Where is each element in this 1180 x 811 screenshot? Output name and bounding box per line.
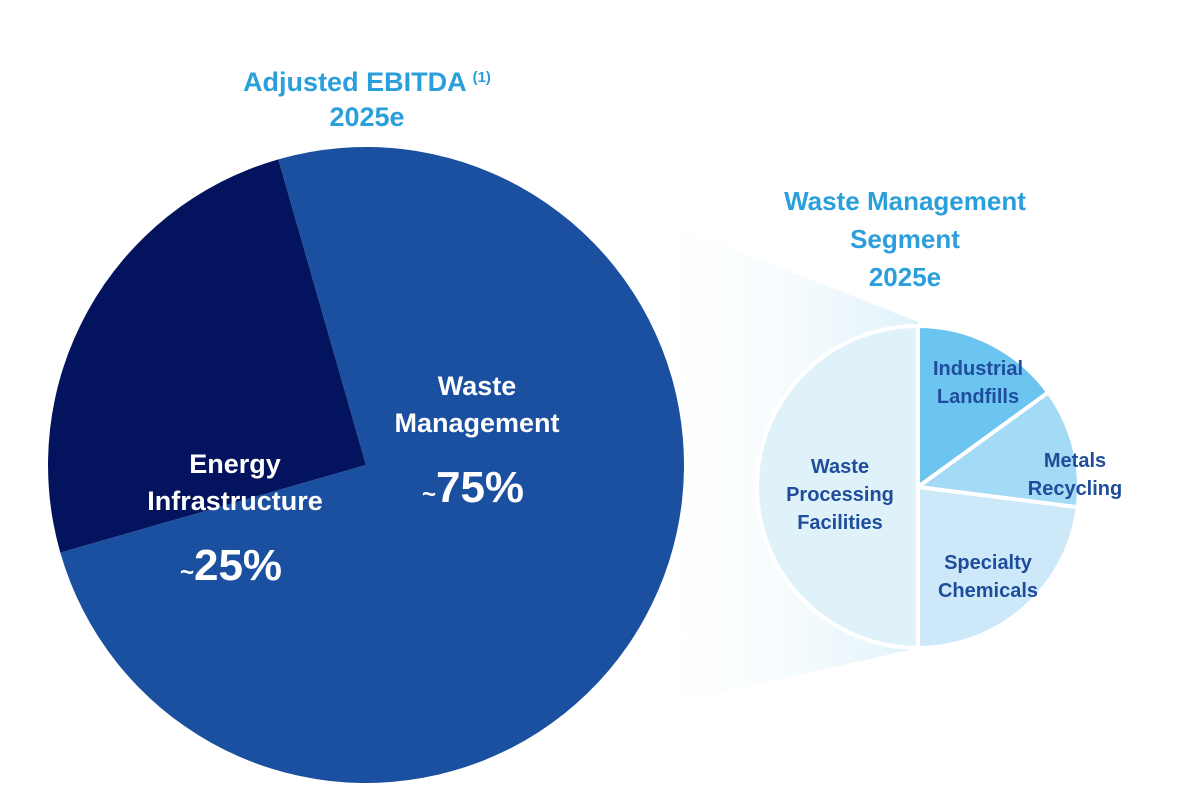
sub-slice-label-waste-processing-facilities-line3: Facilities [797, 512, 883, 534]
slice-value-waste-management: ~75% [422, 463, 524, 512]
sub-chart-title-line2: Segment [850, 224, 960, 254]
sub-slice-label-metals-recycling-line2: Recycling [1028, 478, 1122, 500]
sub-chart-title-line1: Waste Management [784, 186, 1026, 216]
chart-title-year: 2025e [329, 102, 404, 132]
pie-slice-energy-infrastructure [48, 159, 366, 553]
sub-pie-slice-specialty-chemicals [916, 485, 1080, 650]
sub-slice-label-industrial-landfills-line1: Industrial [933, 358, 1023, 380]
slice-value-energy-infrastructure: ~25% [180, 541, 282, 590]
sub-slice-label-specialty-chemicals-line1: Specialty [944, 552, 1033, 574]
sub-slice-label-specialty-chemicals-line2: Chemicals [938, 580, 1038, 602]
slice-label-waste-management-line2: Management [394, 408, 559, 438]
chart-title-footnote: (1) [473, 69, 491, 86]
main-pie [48, 147, 685, 784]
sub-pie-slice-metals-recycling [916, 390, 1081, 510]
sub-chart-title-line3: 2025e [869, 262, 941, 292]
slice-label-energy-infrastructure-line1: Energy [189, 449, 281, 479]
slice-label-waste-management-line1: Waste [438, 371, 517, 401]
slice-label-energy-infrastructure-line2: Infrastructure [147, 486, 323, 516]
sub-pie [755, 324, 1081, 650]
chart-title: Adjusted EBITDA (1) [243, 67, 491, 97]
sub-pie-slice-waste-processing-facilities [755, 324, 920, 650]
pie-slice-waste-management [60, 147, 685, 784]
sub-pie-slice-industrial-landfills [916, 324, 1051, 489]
sub-pie-labels: Waste Processing Facilities Industrial Landf… [786, 358, 1122, 602]
chart-title-line1: Adjusted EBITDA [243, 67, 467, 97]
sub-slice-label-waste-processing-facilities-line1: Waste [811, 456, 869, 478]
sub-slice-label-metals-recycling-line1: Metals [1044, 450, 1106, 472]
sub-slice-label-waste-processing-facilities-line2: Processing [786, 484, 894, 506]
sub-slice-label-industrial-landfills-line2: Landfills [937, 386, 1019, 408]
main-pie-labels: Waste Management ~75% Energy Infrastructure ~… [147, 371, 559, 590]
